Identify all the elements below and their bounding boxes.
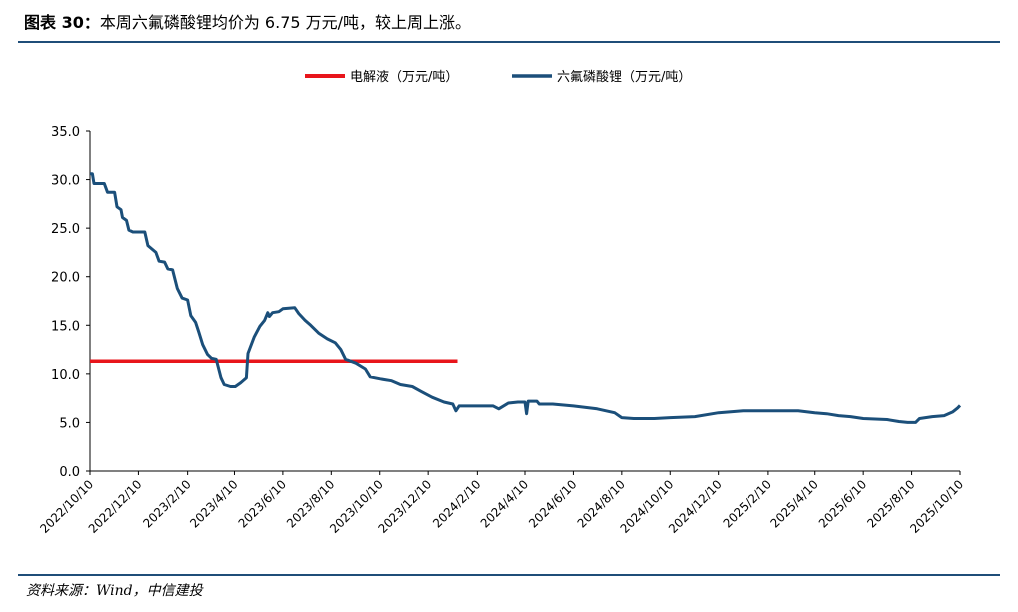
top-rule — [18, 41, 1000, 43]
figure-caption: 本周六氟磷酸锂均价为 6.75 万元/吨，较上周上涨。 — [99, 13, 472, 32]
x-tick-label: 2024/2/10 — [430, 477, 483, 530]
axes: 0.05.010.015.020.025.030.035.02022/10/10… — [37, 125, 966, 536]
series-line-lipf6 — [90, 172, 962, 424]
x-tick-label: 2023/2/10 — [140, 477, 193, 530]
legend: 电解液（万元/吨） 六氟磷酸锂（万元/吨） — [305, 70, 691, 85]
y-tick-label: 0.0 — [59, 465, 80, 480]
x-tick-label: 2025/2/10 — [721, 477, 774, 530]
figure-number: 图表 30： — [24, 13, 100, 32]
y-tick-label: 20.0 — [51, 271, 80, 286]
y-tick-label: 30.0 — [51, 174, 80, 189]
source-note: 资料来源：Wind，中信建投 — [26, 583, 203, 599]
y-tick-label: 15.0 — [51, 319, 80, 334]
y-tick-label: 25.0 — [51, 222, 80, 237]
x-tick-label: 2023/4/10 — [187, 477, 240, 530]
y-tick-label: 35.0 — [51, 125, 80, 140]
series-group — [90, 172, 962, 424]
legend-label: 电解液（万元/吨） — [350, 70, 458, 85]
y-tick-label: 5.0 — [59, 416, 80, 431]
bottom-rule — [18, 574, 1000, 576]
x-tick-label: 2025/4/10 — [767, 477, 820, 530]
x-tick-label: 2025/6/10 — [816, 477, 869, 530]
figure-title: 图表 30：本周六氟磷酸锂均价为 6.75 万元/吨，较上周上涨。 — [24, 12, 471, 34]
line-chart: 电解液（万元/吨） 六氟磷酸锂（万元/吨） 0.0 5.0 10.0 15.0 20.0 2… — [37, 70, 966, 536]
x-tick-label: 2024/6/10 — [526, 477, 579, 530]
y-tick-label: 10.0 — [51, 368, 80, 383]
x-tick-label: 2023/6/10 — [236, 477, 289, 530]
legend-label: 六氟磷酸锂（万元/吨） — [557, 70, 691, 85]
x-tick-label: 2024/4/10 — [478, 477, 531, 530]
